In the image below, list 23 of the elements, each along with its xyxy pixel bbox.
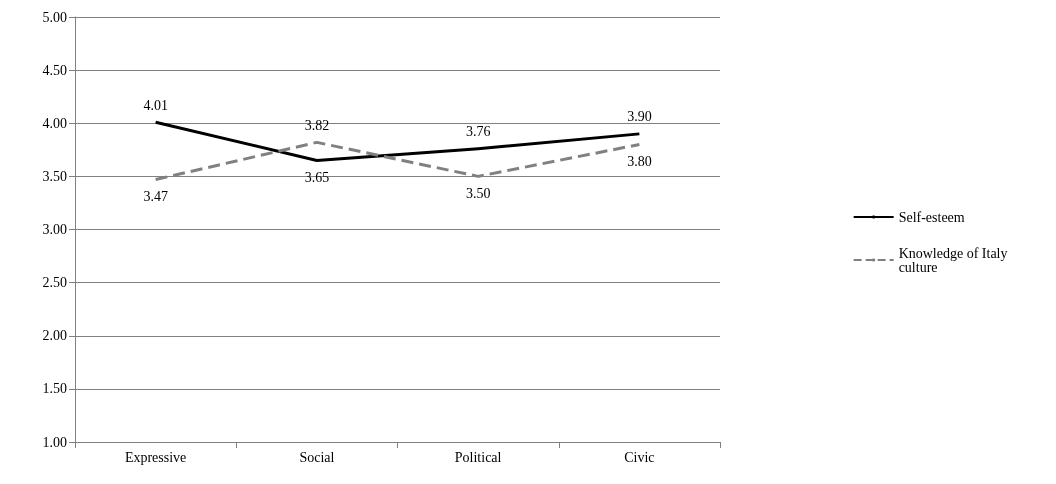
y-tick-label: 4.00 [42,115,67,131]
y-tick-label: 1.50 [42,381,67,397]
y-tick-label: 4.50 [42,62,67,78]
y-tick-label: 1.00 [42,434,67,450]
x-tick-label: Political [454,449,502,465]
x-tick-label: Civic [624,449,655,465]
y-tick-label: 5.00 [42,9,67,25]
legend-label: Self-esteem [898,209,965,225]
x-tick-label: Social [299,449,335,465]
data-label: 3.82 [304,117,330,133]
data-label: 3.50 [465,185,491,201]
y-tick-label: 3.00 [42,222,67,237]
data-label: 3.76 [465,124,491,140]
data-label: 3.47 [143,189,168,205]
data-label: 4.01 [143,97,168,113]
y-tick-label: 3.50 [42,168,67,184]
data-label: 3.65 [304,169,330,185]
y-tick-label: 2.50 [42,275,67,291]
data-label: 3.90 [627,109,652,125]
y-tick-label: 2.00 [42,328,67,344]
legend-label: Knowledge of Italy culture [898,245,1011,275]
data-label: 3.80 [627,154,652,169]
x-tick-label: Expressive [124,449,187,465]
